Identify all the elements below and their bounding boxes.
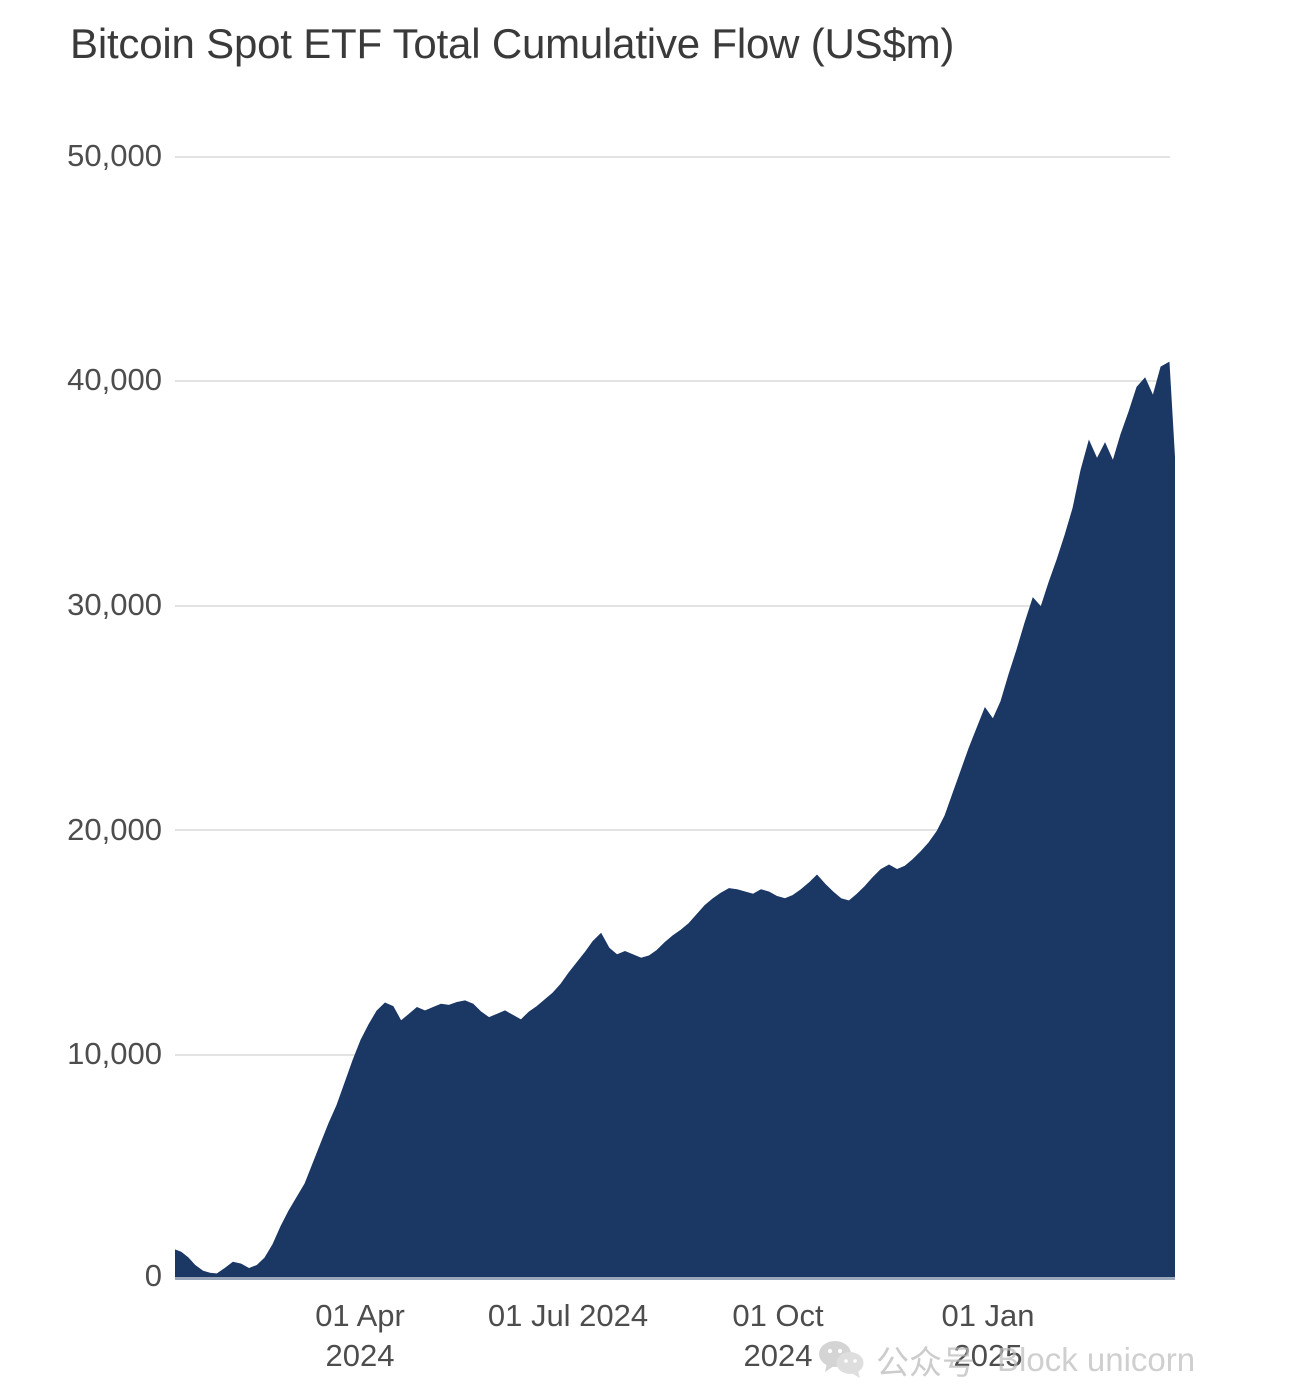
x-axis: 01 Apr 2024 01 Jul 2024 01 Oct 2024 01 J… (0, 1292, 1290, 1400)
page-title: Bitcoin Spot ETF Total Cumulative Flow (… (70, 20, 955, 67)
y-tick-label: 50,000 (67, 138, 162, 173)
plot-area (175, 156, 1175, 1280)
x-tick-label: 01 Oct 2024 (732, 1298, 824, 1373)
y-tick-label: 10,000 (67, 1036, 162, 1071)
y-tick-label: 0 (144, 1258, 162, 1293)
area-fill (175, 361, 1175, 1278)
y-tick-label: 30,000 (67, 587, 162, 622)
area-series (175, 361, 1175, 1278)
gridline-50000 (175, 156, 1170, 158)
gridline-30000 (175, 605, 1170, 607)
x-axis-baseline (175, 1277, 1175, 1280)
x-tick-label: 01 Apr 2024 (315, 1298, 405, 1373)
gridline-20000 (175, 829, 1170, 831)
x-tick-label: 01 Jan 2025 (941, 1298, 1035, 1373)
gridline-40000 (175, 380, 1170, 382)
x-tick-label: 01 Jul 2024 (487, 1298, 649, 1333)
y-tick-label: 20,000 (67, 812, 162, 847)
y-tick-label: 40,000 (67, 362, 162, 397)
